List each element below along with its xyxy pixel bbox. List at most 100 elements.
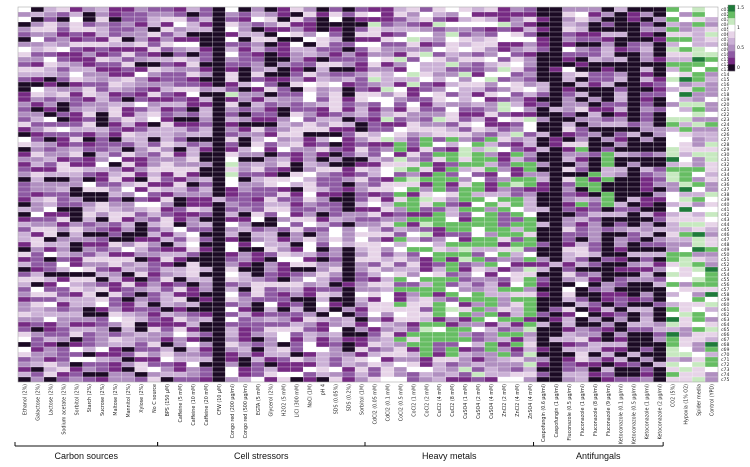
heatmap-cell: [134, 51, 148, 58]
heatmap-cell: [277, 211, 291, 218]
heatmap-cell: [601, 21, 615, 28]
heatmap-cell: [225, 321, 239, 328]
heatmap-cell: [173, 316, 187, 323]
heatmap-cell: [17, 121, 32, 128]
heatmap-cell: [186, 101, 200, 108]
heatmap-cell: [549, 311, 563, 318]
heatmap-cell: [691, 61, 706, 68]
heatmap-cell: [575, 111, 589, 118]
heatmap-cell: [303, 186, 317, 193]
heatmap-cell: [704, 21, 719, 28]
heatmap-cell: [328, 121, 343, 128]
heatmap-cell: [419, 101, 433, 108]
heatmap-cell: [121, 326, 135, 333]
heatmap-cell: [290, 321, 304, 328]
heatmap-cell: [238, 226, 252, 233]
colorbar-tick-label: 1.5: [737, 5, 744, 11]
heatmap-cell: [678, 51, 693, 58]
heatmap-cell: [458, 21, 472, 28]
heatmap-cell: [82, 291, 96, 298]
heatmap-cell: [277, 246, 291, 253]
heatmap-cell: [484, 361, 498, 368]
heatmap-cell: [510, 81, 524, 88]
heatmap-cell: [510, 276, 524, 283]
heatmap-cell: [121, 106, 135, 113]
heatmap-cell: [575, 126, 589, 133]
heatmap-cell: [536, 261, 550, 268]
heatmap-cell: [406, 11, 421, 18]
heatmap-cell: [445, 346, 459, 353]
heatmap-cell: [549, 191, 563, 198]
heatmap-cell: [160, 296, 174, 303]
heatmap-cell: [523, 126, 537, 133]
heatmap-cell: [497, 161, 511, 168]
heatmap-cell: [82, 31, 96, 38]
heatmap-cell: [316, 331, 330, 338]
heatmap-cell: [328, 181, 343, 188]
heatmap-cell: [406, 266, 421, 273]
heatmap-cell: [432, 116, 446, 123]
colorbar-swatch: [728, 44, 735, 52]
heatmap-cell: [380, 336, 395, 343]
heatmap-cell: [264, 96, 278, 103]
column-label: CoCl2 (2 mM): [424, 384, 430, 417]
heatmap-cell: [69, 141, 83, 148]
heatmap-cell: [704, 371, 719, 378]
heatmap-cell: [666, 116, 680, 123]
heatmap-cell: [341, 326, 356, 333]
heatmap-cell: [354, 181, 369, 188]
heatmap-cell: [290, 41, 304, 48]
heatmap-cell: [691, 111, 706, 118]
heatmap-cell: [523, 6, 537, 13]
heatmap-cell: [199, 76, 213, 83]
heatmap-cell: [290, 241, 304, 248]
heatmap-cell: [225, 101, 239, 108]
heatmap-cell: [380, 26, 395, 33]
heatmap-cell: [627, 16, 641, 23]
heatmap-cell: [69, 61, 83, 68]
heatmap-cell: [678, 291, 693, 298]
heatmap-cell: [627, 21, 641, 28]
heatmap-cell: [277, 6, 291, 13]
heatmap-cell: [108, 51, 122, 58]
heatmap-cell: [445, 71, 459, 78]
heatmap-cell: [121, 256, 135, 263]
heatmap-cell: [458, 321, 472, 328]
heatmap-cell: [471, 6, 485, 13]
heatmap-cell: [328, 16, 343, 23]
heatmap-cell: [704, 91, 719, 98]
heatmap-cell: [432, 281, 446, 288]
heatmap-cell: [108, 116, 122, 123]
heatmap-cell: [316, 76, 330, 83]
heatmap-cell: [225, 196, 239, 203]
heatmap-cell: [134, 221, 148, 228]
heatmap-cell: [30, 221, 45, 228]
heatmap-cell: [484, 256, 498, 263]
heatmap-cell: [497, 276, 511, 283]
heatmap-cell: [303, 351, 317, 358]
heatmap-cell: [82, 186, 96, 193]
heatmap-cell: [354, 126, 369, 133]
heatmap-cell: [588, 46, 602, 53]
heatmap-cell: [419, 156, 433, 163]
row-label-c56: c56: [721, 282, 729, 288]
heatmap-cell: [212, 376, 226, 383]
heatmap-cell: [17, 336, 32, 343]
row-label-c23: c23: [721, 117, 729, 123]
heatmap-cell: [406, 46, 421, 53]
heatmap-cell: [108, 306, 122, 313]
heatmap-cell: [341, 156, 356, 163]
heatmap-cell: [341, 71, 356, 78]
heatmap-cell: [471, 271, 485, 278]
heatmap-cell: [328, 371, 343, 378]
heatmap-cell: [653, 316, 667, 323]
heatmap-cell: [575, 281, 589, 288]
heatmap-cell: [251, 51, 265, 58]
heatmap-cell: [536, 36, 550, 43]
heatmap-cell: [510, 116, 524, 123]
heatmap-cell: [43, 331, 58, 338]
heatmap-cell: [704, 126, 719, 133]
column-label: ZnCl2 (2 mM): [502, 384, 508, 417]
heatmap-cell: [160, 321, 174, 328]
heatmap-cell: [549, 81, 563, 88]
